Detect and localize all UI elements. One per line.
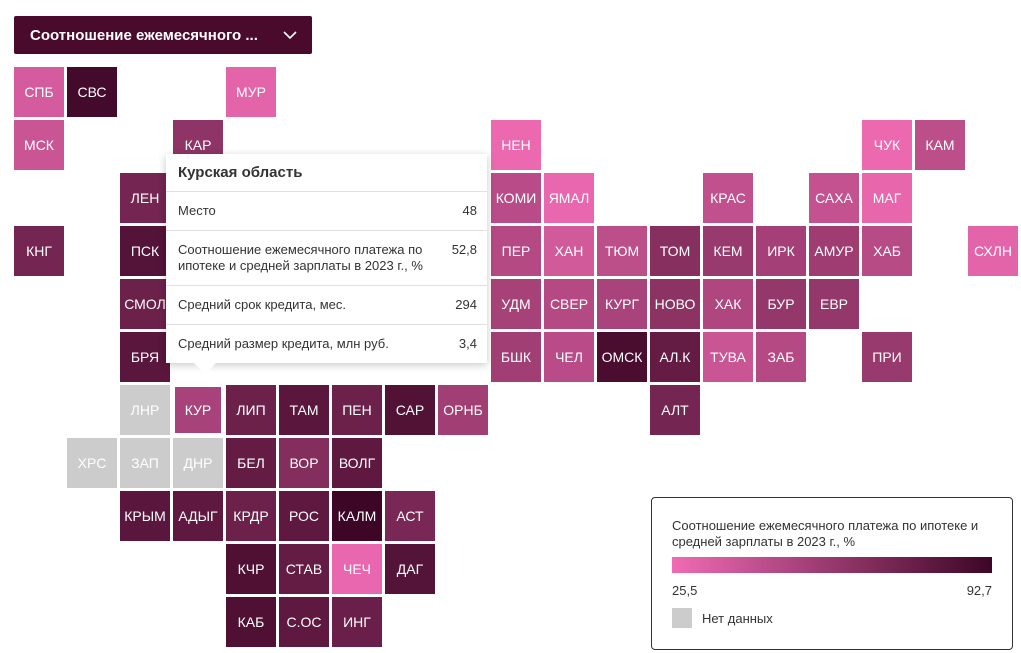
- tooltip-row-value: 52,8: [451, 242, 477, 257]
- region-tile-кем[interactable]: КЕМ: [703, 226, 753, 276]
- region-tile-удм[interactable]: УДМ: [491, 279, 541, 329]
- region-tile-ирк[interactable]: ИРК: [756, 226, 806, 276]
- region-tile-свс[interactable]: СВС: [67, 67, 117, 117]
- region-tile-тюм[interactable]: ТЮМ: [597, 226, 647, 276]
- legend-gradient-bar: [672, 557, 992, 573]
- legend-min-value: 25,5: [672, 583, 698, 598]
- region-tile-кчр[interactable]: КЧР: [226, 544, 276, 594]
- region-tile-мск[interactable]: МСК: [14, 120, 64, 170]
- region-tile-хрс[interactable]: ХРС: [67, 438, 117, 488]
- legend: Соотношение ежемесячного платежа по ипот…: [651, 497, 1013, 650]
- region-tile-ал.к[interactable]: АЛ.К: [650, 332, 700, 382]
- no-data-swatch: [672, 608, 692, 628]
- region-tile-даг[interactable]: ДАГ: [385, 544, 435, 594]
- tooltip-row-term: Средний срок кредита, мес. 294: [166, 285, 487, 324]
- region-tile-бшк[interactable]: БШК: [491, 332, 541, 382]
- tooltip-row-label: Место: [178, 203, 216, 218]
- region-tile-лнр[interactable]: ЛНР: [120, 385, 170, 435]
- no-data-label: Нет данных: [702, 611, 773, 626]
- tooltip-row-label: Средний размер кредита, млн руб.: [178, 336, 389, 351]
- region-tile-хан[interactable]: ХАН: [544, 226, 594, 276]
- tooltip-row-value: 3,4: [458, 336, 477, 351]
- region-tile-саха[interactable]: САХА: [809, 173, 859, 223]
- region-tile-крдр[interactable]: КРДР: [226, 491, 276, 541]
- tooltip-row-loan-size: Средний размер кредита, млн руб. 3,4: [166, 324, 487, 363]
- region-tile-том[interactable]: ТОМ: [650, 226, 700, 276]
- region-tile-кнг[interactable]: КНГ: [14, 226, 64, 276]
- tooltip-row-label: Соотношение ежемесячного платежа по ипот…: [178, 242, 423, 273]
- region-tile-там[interactable]: ТАМ: [279, 385, 329, 435]
- region-tile-пен[interactable]: ПЕН: [332, 385, 382, 435]
- region-tile-днр[interactable]: ДНР: [173, 438, 223, 488]
- region-tile-зап[interactable]: ЗАП: [120, 438, 170, 488]
- region-tile-ямал[interactable]: ЯМАЛ: [544, 173, 594, 223]
- region-tile-бур[interactable]: БУР: [756, 279, 806, 329]
- tooltip-row-value: 294: [455, 297, 477, 312]
- region-tile-орнб[interactable]: ОРНБ: [438, 385, 488, 435]
- region-tile-хак[interactable]: ХАК: [703, 279, 753, 329]
- tooltip-title: Курская область: [178, 164, 303, 181]
- region-tile-крым[interactable]: КРЫМ: [120, 491, 170, 541]
- region-tile-кур[interactable]: КУР: [173, 385, 223, 435]
- region-tile-лип[interactable]: ЛИП: [226, 385, 276, 435]
- region-tile-калм[interactable]: КАЛМ: [332, 491, 382, 541]
- legend-max-value: 92,7: [966, 583, 992, 598]
- region-tile-заб[interactable]: ЗАБ: [756, 332, 806, 382]
- tooltip-row-value: 48: [462, 203, 477, 218]
- indicator-dropdown[interactable]: Соотношение ежемесячного ...: [14, 16, 312, 54]
- region-tile-ново[interactable]: НОВО: [650, 279, 700, 329]
- region-tile-сар[interactable]: САР: [385, 385, 435, 435]
- region-tile-став[interactable]: СТАВ: [279, 544, 329, 594]
- region-tile-чел[interactable]: ЧЕЛ: [544, 332, 594, 382]
- region-tile-схлн[interactable]: СХЛН: [968, 226, 1018, 276]
- tooltip-row-label: Средний срок кредита, мес.: [178, 297, 346, 312]
- region-tile-чеч[interactable]: ЧЕЧ: [332, 544, 382, 594]
- region-tile-кам[interactable]: КАМ: [915, 120, 965, 170]
- region-tile-амур[interactable]: АМУР: [809, 226, 859, 276]
- region-tile-адыг[interactable]: АДЫГ: [173, 491, 223, 541]
- region-tile-вор[interactable]: ВОР: [279, 438, 329, 488]
- region-tooltip: Курская область Место 48 Соотношение еже…: [166, 154, 487, 374]
- region-tile-алт[interactable]: АЛТ: [650, 385, 700, 435]
- region-tile-кург[interactable]: КУРГ: [597, 279, 647, 329]
- region-tile-мур[interactable]: МУР: [226, 67, 276, 117]
- region-tile-каб[interactable]: КАБ: [226, 597, 276, 647]
- region-tile-при[interactable]: ПРИ: [862, 332, 912, 382]
- region-tile-евр[interactable]: ЕВР: [809, 279, 859, 329]
- region-tile-рос[interactable]: РОС: [279, 491, 329, 541]
- dropdown-label: Соотношение ежемесячного ...: [30, 26, 258, 44]
- tooltip-pointer: [194, 363, 216, 374]
- region-tile-с.ос[interactable]: С.ОС: [279, 597, 329, 647]
- region-tile-нен[interactable]: НЕН: [491, 120, 541, 170]
- tooltip-row-rank: Место 48: [166, 191, 487, 230]
- region-tile-чук[interactable]: ЧУК: [862, 120, 912, 170]
- region-tile-тува[interactable]: ТУВА: [703, 332, 753, 382]
- region-tile-коми[interactable]: КОМИ: [491, 173, 541, 223]
- region-tile-спб[interactable]: СПБ: [14, 67, 64, 117]
- chevron-down-icon: [283, 31, 297, 40]
- region-tile-лен[interactable]: ЛЕН: [120, 173, 170, 223]
- region-tile-пск[interactable]: ПСК: [120, 226, 170, 276]
- region-tile-пер[interactable]: ПЕР: [491, 226, 541, 276]
- region-tile-хаб[interactable]: ХАБ: [862, 226, 912, 276]
- region-tile-инг[interactable]: ИНГ: [332, 597, 382, 647]
- region-tile-омск[interactable]: ОМСК: [597, 332, 647, 382]
- region-tile-крас[interactable]: КРАС: [703, 173, 753, 223]
- region-tile-бря[interactable]: БРЯ: [120, 332, 170, 382]
- legend-title: Соотношение ежемесячного платежа по ипот…: [672, 518, 979, 549]
- region-tile-аст[interactable]: АСТ: [385, 491, 435, 541]
- region-tile-бел[interactable]: БЕЛ: [226, 438, 276, 488]
- region-tile-свер[interactable]: СВЕР: [544, 279, 594, 329]
- region-tile-волг[interactable]: ВОЛГ: [332, 438, 382, 488]
- region-tile-маг[interactable]: МАГ: [862, 173, 912, 223]
- tooltip-row-ratio: Соотношение ежемесячного платежа по ипот…: [166, 230, 487, 285]
- region-tile-смол[interactable]: СМОЛ: [120, 279, 170, 329]
